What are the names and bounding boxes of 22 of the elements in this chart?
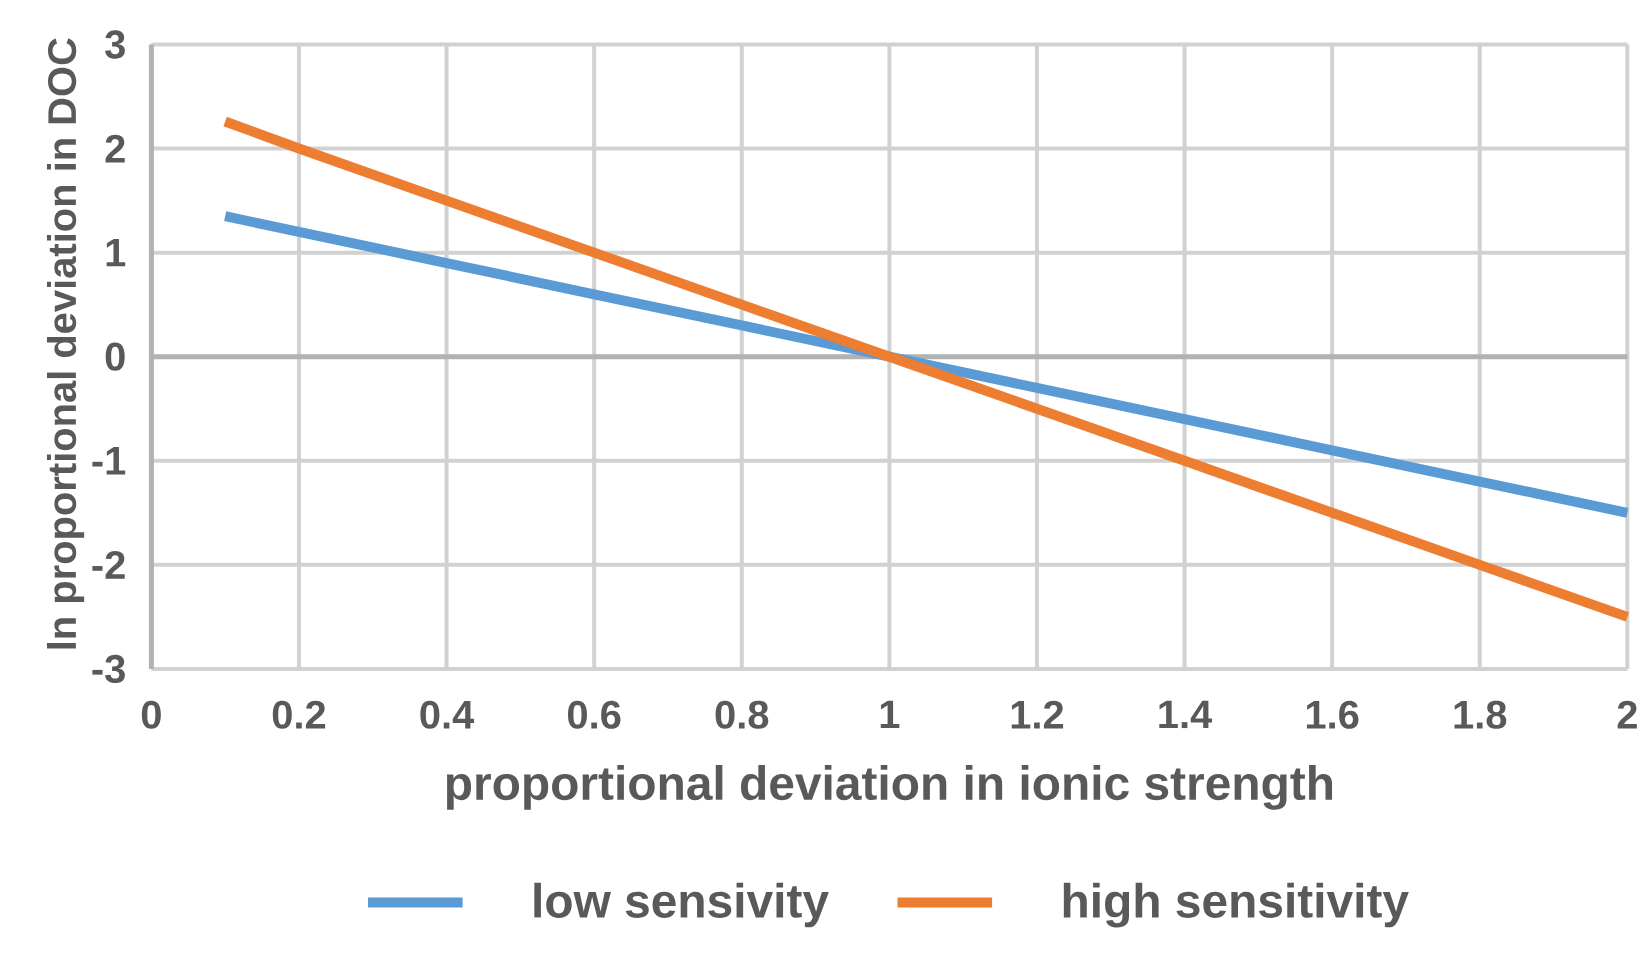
legend-label: high sensitivity: [1063, 882, 1409, 928]
y-tick-label: -1: [92, 447, 126, 475]
y-tick-label: 1: [106, 239, 126, 267]
x-tick-label: 0: [141, 700, 161, 729]
x-tick-label: 0.2: [272, 700, 326, 729]
x-tick-label: 1: [880, 700, 900, 729]
x-axis-title: proportional deviation in ionic strength: [446, 765, 1333, 811]
x-tick-label: 1.2: [1011, 700, 1064, 729]
x-tick-label: 2: [1617, 700, 1637, 729]
x-tick-label: 1.8: [1454, 700, 1507, 729]
y-tick-label: 0: [105, 342, 125, 371]
y-tick-label: -2: [92, 551, 125, 579]
x-tick-label: 0.8: [715, 700, 769, 729]
y-axis-title: ln proportional deviation in DOC: [46, 38, 85, 649]
legend-label: low sensivity: [534, 882, 829, 928]
y-tick-label: 3: [105, 30, 125, 59]
y-tick-label: 2: [105, 134, 125, 163]
x-tick-label: 0.6: [568, 700, 621, 729]
x-tick-label: 0.4: [420, 700, 475, 729]
y-tick-label: -3: [92, 654, 125, 684]
x-tick-label: 1.4: [1159, 700, 1213, 729]
x-tick-label: 1.6: [1306, 700, 1359, 729]
